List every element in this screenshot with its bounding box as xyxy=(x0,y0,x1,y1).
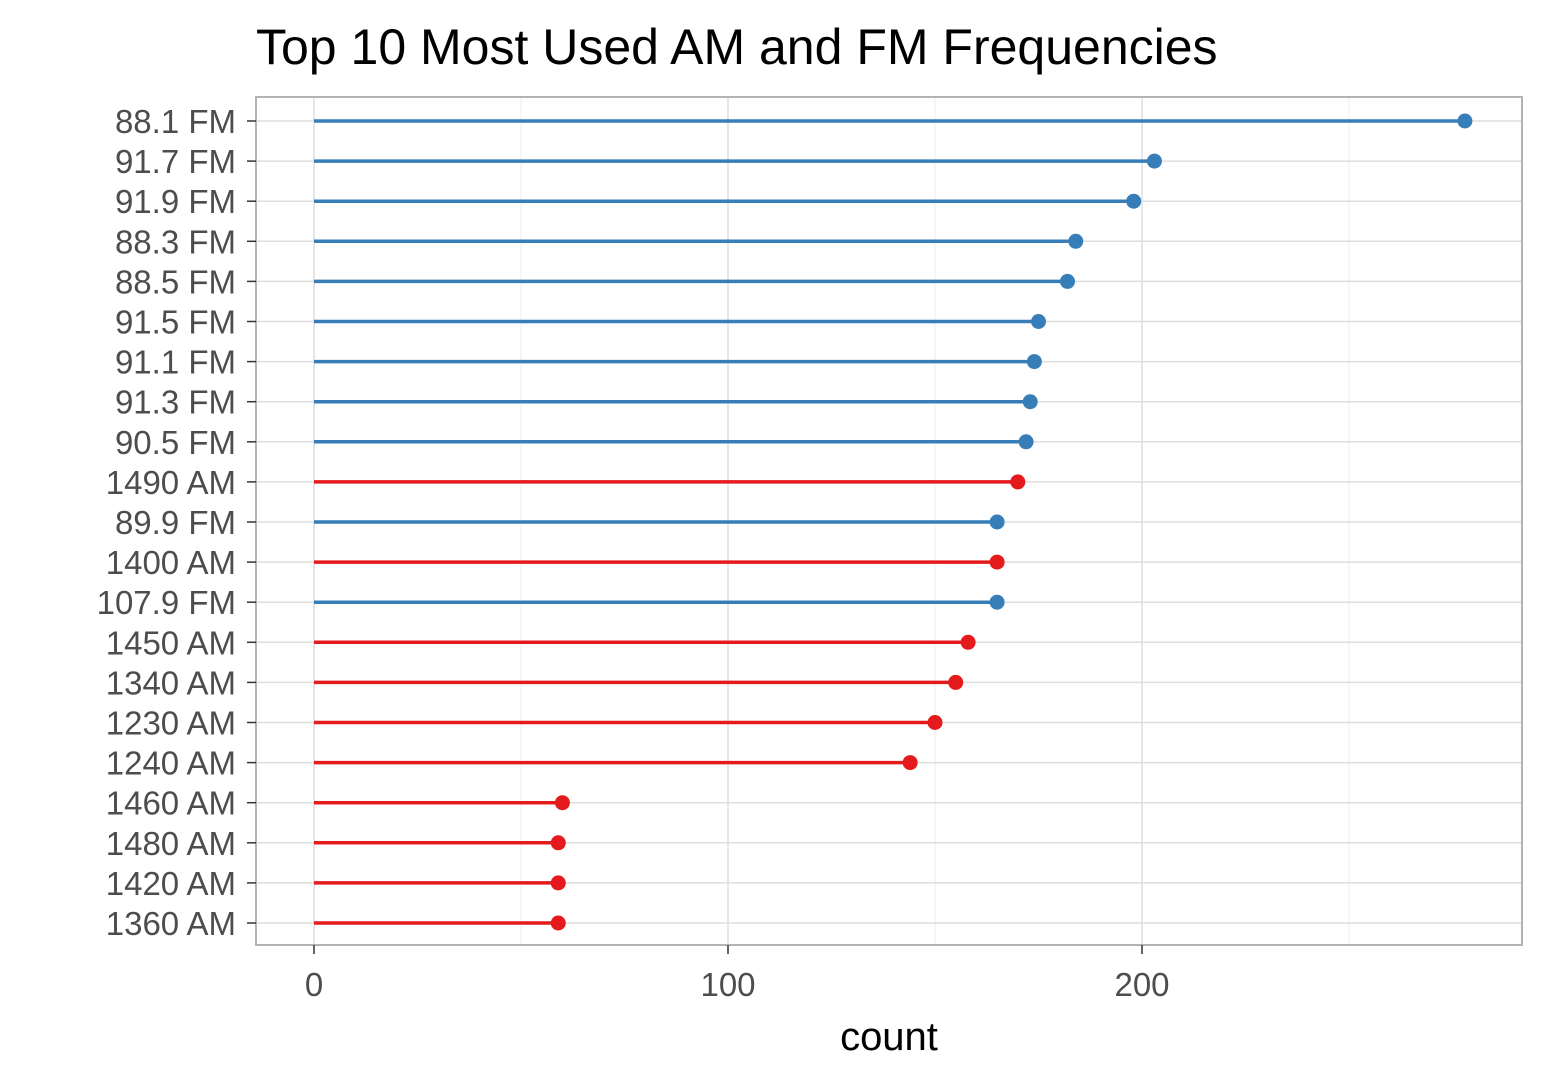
y-tick-label: 1420 AM xyxy=(106,865,236,902)
y-tick-label: 1490 AM xyxy=(106,464,236,501)
y-tick-label: 91.9 FM xyxy=(115,183,236,220)
data-point xyxy=(960,634,976,650)
data-point xyxy=(550,835,566,851)
y-tick-label: 91.5 FM xyxy=(115,304,236,341)
x-tick-label: 200 xyxy=(1114,966,1169,1003)
x-axis-ticks: 0 100 200 xyxy=(305,945,1170,1003)
data-point xyxy=(1146,153,1162,169)
y-tick-label: 1340 AM xyxy=(106,664,236,701)
y-tick-label: 88.3 FM xyxy=(115,223,236,260)
data-point xyxy=(927,715,943,730)
data-point xyxy=(1068,233,1084,249)
y-tick-label: 91.3 FM xyxy=(115,384,236,421)
y-tick-label: 88.1 FM xyxy=(115,103,236,140)
x-tick-label: 100 xyxy=(700,966,755,1003)
data-point xyxy=(554,795,570,811)
x-axis-title: count xyxy=(840,1015,938,1059)
y-tick-label: 1480 AM xyxy=(106,825,236,862)
data-point xyxy=(550,915,566,931)
lollipop-points xyxy=(550,113,1473,931)
data-point xyxy=(989,554,1005,570)
data-point xyxy=(1031,314,1046,329)
y-tick-label: 90.5 FM xyxy=(115,424,236,461)
data-point xyxy=(1022,394,1038,410)
data-point xyxy=(1010,474,1026,490)
data-point xyxy=(1059,273,1075,289)
y-tick-label: 1360 AM xyxy=(106,905,236,942)
y-tick-label: 1230 AM xyxy=(106,705,236,742)
y-tick-label: 91.7 FM xyxy=(115,143,236,180)
data-point xyxy=(550,875,566,891)
y-tick-label: 89.9 FM xyxy=(115,504,236,541)
panel-border xyxy=(255,96,1523,946)
data-point xyxy=(1457,113,1473,129)
y-tick-label: 88.5 FM xyxy=(115,263,236,300)
y-tick-label: 1450 AM xyxy=(106,624,236,661)
x-tick-label: 0 xyxy=(305,966,323,1003)
y-tick-label: 91.1 FM xyxy=(115,344,236,381)
data-point xyxy=(902,755,918,771)
data-point xyxy=(989,594,1005,610)
data-point xyxy=(1026,354,1042,370)
y-tick-label: 107.9 FM xyxy=(97,584,236,621)
data-point xyxy=(1018,434,1034,450)
lollipop-stems xyxy=(314,119,1465,925)
y-tick-label: 1240 AM xyxy=(106,745,236,782)
y-tick-label: 1460 AM xyxy=(106,785,236,822)
data-point xyxy=(948,674,964,690)
data-point xyxy=(1126,193,1142,209)
y-tick-label: 1400 AM xyxy=(106,544,236,581)
chart-title: Top 10 Most Used AM and FM Frequencies xyxy=(256,19,1218,75)
data-point xyxy=(989,514,1005,530)
